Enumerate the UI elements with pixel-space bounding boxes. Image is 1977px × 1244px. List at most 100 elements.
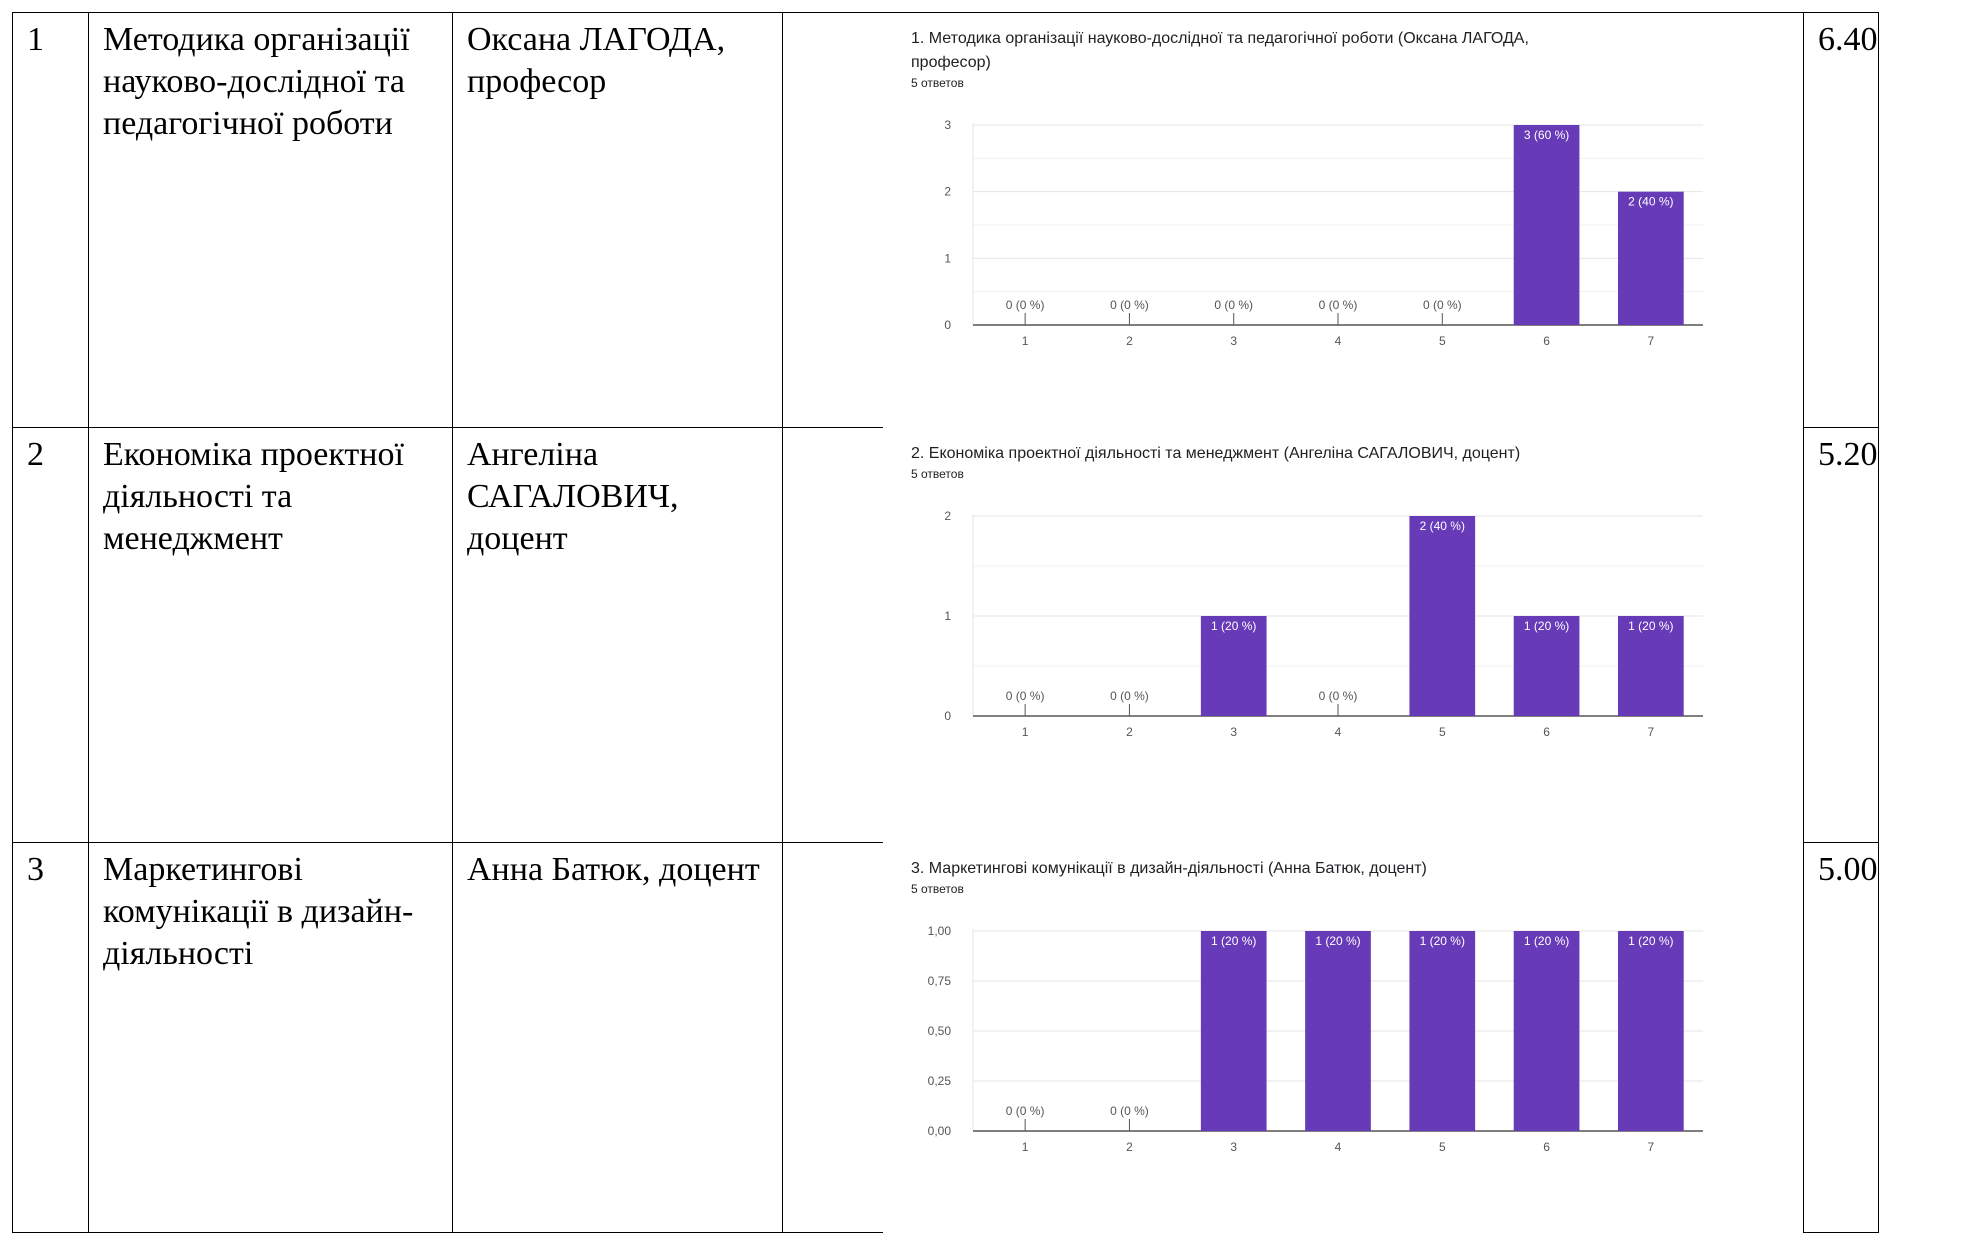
teacher-cell: Оксана ЛАГОДА, професор <box>452 12 783 428</box>
chart-container: 3. Маркетингові комунікації в дизайн-дія… <box>783 843 1803 1233</box>
chart-cell: 1. Методика організації науково-дослідно… <box>782 12 1804 428</box>
row-number-cell: 1 <box>12 12 89 428</box>
data-label: 1 (20 %) <box>1420 934 1465 948</box>
chart-subtitle: 5 ответов <box>911 76 964 90</box>
data-label: 0 (0 %) <box>1006 1104 1045 1118</box>
course-cell: Економіка проектної діяльності та менедж… <box>88 427 453 843</box>
document-page: 1 Методика організації науково-дослідної… <box>12 12 1879 1233</box>
chart-container: 1. Методика організації науково-дослідно… <box>783 13 1803 428</box>
table-row: 2 Економіка проектної діяльності та мене… <box>12 427 1879 843</box>
x-tick-label: 1 <box>1022 1140 1029 1154</box>
chart-title: 2. Економіка проектної діяльності та мен… <box>911 445 1520 462</box>
data-label: 1 (20 %) <box>1628 619 1673 633</box>
y-tick-label: 2 <box>944 509 951 523</box>
course-name: Маркетингові комунікації в дизайн-діяльн… <box>103 851 414 972</box>
x-tick-label: 4 <box>1335 1140 1342 1154</box>
y-tick-label: 0,50 <box>928 1024 952 1038</box>
y-tick-label: 0,25 <box>928 1074 952 1088</box>
y-tick-label: 1 <box>944 609 951 623</box>
chart-subtitle: 5 ответов <box>911 882 964 896</box>
row-number: 1 <box>27 21 44 58</box>
data-label: 0 (0 %) <box>1006 689 1045 703</box>
x-tick-label: 2 <box>1126 725 1133 739</box>
bar <box>1200 616 1267 716</box>
bar-chart: 1. Методика організації науково-дослідно… <box>883 13 1803 428</box>
course-name: Економіка проектної діяльності та менедж… <box>103 436 404 557</box>
row-number-cell: 3 <box>12 842 89 1233</box>
bar <box>1409 931 1476 1131</box>
x-tick-label: 1 <box>1022 725 1029 739</box>
x-tick-label: 7 <box>1648 1140 1655 1154</box>
x-tick-label: 5 <box>1439 1140 1446 1154</box>
bar <box>1618 616 1684 716</box>
chart-title: 1. Методика організації науково-дослідно… <box>911 30 1529 47</box>
x-tick-label: 6 <box>1543 1140 1550 1154</box>
score-cell: 5.20 <box>1803 427 1879 843</box>
bar <box>1618 191 1684 325</box>
x-tick-label: 7 <box>1648 334 1655 348</box>
y-tick-label: 1,00 <box>928 924 952 938</box>
bar <box>1513 125 1580 325</box>
row-number: 3 <box>27 851 44 888</box>
course-cell: Методика організації науково-дослідної т… <box>88 12 453 428</box>
y-tick-label: 0 <box>944 709 951 723</box>
x-tick-label: 3 <box>1230 1140 1237 1154</box>
data-label: 0 (0 %) <box>1423 298 1462 312</box>
x-tick-label: 6 <box>1543 725 1550 739</box>
teacher-name: Ангеліна САГАЛОВИЧ, доцент <box>467 436 679 557</box>
table-row: 1 Методика організації науково-дослідної… <box>12 12 1879 428</box>
x-tick-label: 4 <box>1335 725 1342 739</box>
chart-title: професор) <box>911 54 991 71</box>
data-label: 0 (0 %) <box>1110 689 1149 703</box>
y-tick-label: 0,75 <box>928 974 952 988</box>
bar-chart: 3. Маркетингові комунікації в дизайн-дія… <box>883 843 1803 1233</box>
data-label: 1 (20 %) <box>1315 934 1360 948</box>
bar <box>1513 931 1580 1131</box>
y-tick-label: 1 <box>944 251 951 265</box>
x-tick-label: 2 <box>1126 1140 1133 1154</box>
x-tick-label: 2 <box>1126 334 1133 348</box>
bar <box>1200 931 1267 1131</box>
y-tick-label: 3 <box>944 118 951 132</box>
data-label: 2 (40 %) <box>1628 195 1673 209</box>
x-tick-label: 5 <box>1439 334 1446 348</box>
score-cell: 5.00 <box>1803 842 1879 1233</box>
data-label: 3 (60 %) <box>1524 128 1569 142</box>
data-label: 1 (20 %) <box>1211 934 1256 948</box>
x-tick-label: 7 <box>1648 725 1655 739</box>
score-cell: 6.40 <box>1803 12 1879 428</box>
x-tick-label: 5 <box>1439 725 1446 739</box>
bar <box>1618 931 1684 1131</box>
table-row: 3 Маркетингові комунікації в дизайн-діял… <box>12 842 1879 1233</box>
bar-chart: 2. Економіка проектної діяльності та мен… <box>883 428 1803 843</box>
chart-container: 2. Економіка проектної діяльності та мен… <box>783 428 1803 843</box>
teacher-name: Анна Батюк, доцент <box>467 851 760 888</box>
chart-cell: 3. Маркетингові комунікації в дизайн-дія… <box>782 842 1804 1233</box>
bar <box>1513 616 1580 716</box>
teacher-name: Оксана ЛАГОДА, професор <box>467 21 726 100</box>
data-label: 1 (20 %) <box>1628 934 1673 948</box>
x-tick-label: 3 <box>1230 334 1237 348</box>
data-label: 0 (0 %) <box>1319 298 1358 312</box>
x-tick-label: 1 <box>1022 334 1029 348</box>
bar <box>1305 931 1371 1131</box>
data-label: 0 (0 %) <box>1319 689 1358 703</box>
course-name: Методика організації науково-дослідної т… <box>103 21 410 142</box>
chart-title: 3. Маркетингові комунікації в дизайн-дія… <box>911 860 1427 877</box>
evaluation-table: 1 Методика організації науково-дослідної… <box>12 12 1879 1233</box>
row-number-cell: 2 <box>12 427 89 843</box>
chart-subtitle: 5 ответов <box>911 467 964 481</box>
y-tick-label: 0,00 <box>928 1124 952 1138</box>
data-label: 1 (20 %) <box>1524 934 1569 948</box>
course-cell: Маркетингові комунікації в дизайн-діяльн… <box>88 842 453 1233</box>
data-label: 0 (0 %) <box>1110 298 1149 312</box>
score-value: 5.20 <box>1818 436 1878 473</box>
teacher-cell: Ангеліна САГАЛОВИЧ, доцент <box>452 427 783 843</box>
x-tick-label: 6 <box>1543 334 1550 348</box>
data-label: 1 (20 %) <box>1211 619 1256 633</box>
score-value: 6.40 <box>1818 21 1878 58</box>
row-number: 2 <box>27 436 44 473</box>
data-label: 1 (20 %) <box>1524 619 1569 633</box>
y-tick-label: 0 <box>944 318 951 332</box>
teacher-cell: Анна Батюк, доцент <box>452 842 783 1233</box>
